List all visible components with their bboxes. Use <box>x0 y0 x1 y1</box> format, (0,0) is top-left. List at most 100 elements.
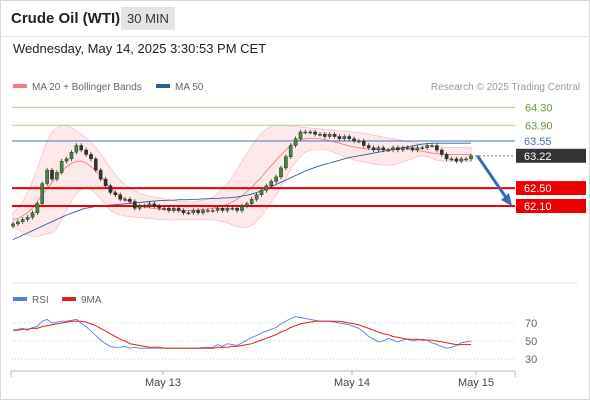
candle-body <box>113 192 118 196</box>
candle-body <box>459 158 464 162</box>
candle-body <box>376 147 381 151</box>
level-label-62-50: 62.50 <box>524 183 552 195</box>
candle-body <box>274 176 278 182</box>
candle-body <box>249 199 254 205</box>
candle-body <box>176 207 181 211</box>
candle-body <box>401 147 405 151</box>
candle-body <box>352 138 356 142</box>
rsi-legend-label: RSI <box>32 295 49 306</box>
candle-body <box>16 221 20 225</box>
candle-body <box>269 181 274 187</box>
level-labels: 64.30 63.90 63.55 63.22 62.50 62.10 <box>516 102 586 213</box>
candle-body <box>93 158 98 171</box>
rsi-tick-30: 30 <box>525 354 537 366</box>
level-label-64-30: 64.30 <box>525 102 553 114</box>
bollinger-bands <box>12 125 472 241</box>
level-label-62-10: 62.10 <box>524 201 552 213</box>
candle-body <box>123 199 127 201</box>
candle-body <box>108 185 113 193</box>
rsi-ma-line <box>13 320 471 349</box>
candle-body <box>391 147 395 151</box>
candle-body <box>196 210 200 213</box>
candle-body <box>230 207 235 210</box>
candle-body <box>206 210 210 212</box>
rsi-tick-50: 50 <box>525 336 537 348</box>
candle-body <box>362 140 366 146</box>
candle-body <box>225 207 230 211</box>
candle-body <box>396 147 400 151</box>
candle-body <box>11 223 15 227</box>
candle-body <box>191 210 196 213</box>
candle-body <box>357 140 361 143</box>
candle-body <box>147 203 152 207</box>
candle-body <box>469 155 473 160</box>
level-label-63-55: 63.55 <box>524 136 552 148</box>
candle-body <box>420 147 425 149</box>
candle-body <box>464 158 468 161</box>
candle-body <box>435 145 439 151</box>
candle-body <box>386 149 391 152</box>
candle-body <box>55 172 59 180</box>
candle-body <box>279 167 283 178</box>
rsi-ma-legend-label: 9MA <box>81 295 102 306</box>
candle-body <box>84 149 88 155</box>
candle-body <box>454 158 459 162</box>
x-axis: May 13 May 14 May 15 <box>10 370 516 389</box>
candle-body <box>35 203 40 214</box>
rsi-ma-legend-swatch <box>62 297 76 301</box>
level-label-63-22: 63.22 <box>524 151 552 163</box>
candle-body <box>157 205 162 209</box>
candle-body <box>293 138 298 146</box>
candle-body <box>332 134 337 137</box>
candle-body <box>323 134 327 137</box>
candle-body <box>30 212 35 218</box>
candle-body <box>366 145 371 148</box>
candle-body <box>152 203 157 207</box>
candle-body <box>171 207 176 211</box>
candle-body <box>254 194 259 200</box>
candle-body <box>288 145 293 157</box>
candle-body <box>128 199 132 202</box>
candle-body <box>240 205 244 211</box>
level-box-62-50 <box>516 181 586 196</box>
timeframe-button[interactable]: 30 MIN <box>121 7 175 30</box>
candle-body <box>303 131 308 134</box>
candle-body <box>410 147 415 151</box>
candle-body <box>210 210 215 212</box>
x-tick-label: May 15 <box>458 377 494 389</box>
candle-body <box>181 210 186 213</box>
candle-body <box>74 145 79 153</box>
rsi-line <box>12 316 472 349</box>
candle-body <box>284 156 288 169</box>
candle-body <box>69 151 74 160</box>
rsi-tick-70: 70 <box>525 318 537 330</box>
candle-body <box>308 131 313 134</box>
x-tick-label: May 14 <box>334 377 370 389</box>
candle-body <box>235 207 239 211</box>
candle-body <box>186 212 191 214</box>
candle-body <box>327 134 332 137</box>
candle-body <box>142 205 147 208</box>
level-box-63-55 <box>516 134 586 148</box>
candle-body <box>337 136 342 139</box>
candle-body <box>347 136 352 139</box>
candlesticks <box>11 129 473 229</box>
level-box-63-22 <box>516 148 586 163</box>
bollinger-legend-label: MA 20 + Bollinger Bands <box>32 82 142 93</box>
candle-body <box>118 194 122 200</box>
candle-body <box>220 207 225 211</box>
rsi-legend-swatch <box>13 297 27 301</box>
candle-body <box>89 154 93 160</box>
rsi-legend: RSI 9MA <box>13 295 102 306</box>
candle-body <box>318 134 322 136</box>
candle-body <box>264 185 269 191</box>
candle-body <box>342 136 347 139</box>
ma50-legend-label: MA 50 <box>175 82 204 93</box>
candle-body <box>162 207 166 210</box>
main-legend: MA 20 + Bollinger Bands MA 50 Research ©… <box>13 82 580 93</box>
candle-body <box>98 169 103 180</box>
candle-body <box>371 147 376 151</box>
rsi-panel: 70 50 30 <box>12 316 537 366</box>
candle-body <box>20 219 25 222</box>
